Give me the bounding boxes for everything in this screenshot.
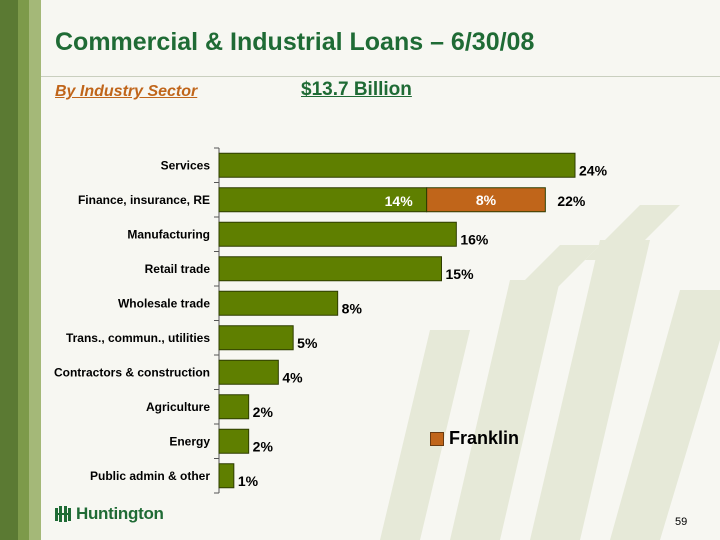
category-label-manufacturing: Manufacturing bbox=[127, 227, 210, 241]
category-label-retail-trade: Retail trade bbox=[145, 262, 211, 276]
huntington-logo-icon bbox=[55, 506, 71, 522]
value-label-public-admin-other: 1% bbox=[238, 473, 259, 489]
bar-energy bbox=[218, 428, 250, 454]
category-label-public-admin-other: Public admin & other bbox=[90, 469, 210, 483]
category-label-finance-insurance-re: Finance, insurance, RE bbox=[78, 193, 210, 207]
bar-public-admin-other bbox=[218, 463, 235, 489]
value-label-finance-insurance-re: 22% bbox=[557, 193, 586, 209]
category-label-services: Services bbox=[161, 158, 211, 172]
segment-label-franklin-finance-insurance-re: 8% bbox=[476, 192, 497, 208]
bar-franklin-finance-insurance-re bbox=[426, 187, 546, 213]
slide-title: Commercial & Industrial Loans – 6/30/08 bbox=[55, 28, 535, 56]
legend-swatch-franklin bbox=[430, 431, 444, 446]
category-label-energy: Energy bbox=[169, 434, 210, 448]
bar-manufacturing bbox=[218, 221, 457, 247]
bar-contractors-construction bbox=[218, 359, 279, 385]
left-stripe-light bbox=[29, 0, 41, 540]
category-label-wholesale-trade: Wholesale trade bbox=[118, 296, 210, 310]
value-label-contractors-construction: 4% bbox=[282, 369, 303, 385]
legend-label-franklin: Franklin bbox=[449, 428, 520, 448]
total-amount: $13.7 Billion bbox=[301, 79, 412, 100]
huntington-logo-text: Huntington bbox=[76, 504, 164, 523]
huntington-logo: Huntington bbox=[54, 504, 164, 524]
value-label-energy: 2% bbox=[253, 438, 274, 454]
bar-wholesale-trade bbox=[218, 290, 339, 316]
value-label-retail-trade: 15% bbox=[446, 266, 475, 282]
bar-services bbox=[218, 152, 576, 178]
value-label-services: 24% bbox=[579, 162, 608, 178]
sector-subtitle: By Industry Sector bbox=[55, 83, 198, 100]
left-stripe-mid bbox=[18, 0, 29, 540]
left-stripe-dark bbox=[0, 0, 18, 540]
category-label-trans-commun-utilities: Trans., commun., utilities bbox=[66, 331, 210, 345]
category-label-contractors-construction: Contractors & construction bbox=[54, 365, 210, 379]
page-number: 59 bbox=[675, 516, 688, 528]
chart-legend: Franklin bbox=[430, 428, 519, 449]
value-label-agriculture: 2% bbox=[253, 404, 274, 420]
value-label-trans-commun-utilities: 5% bbox=[297, 335, 318, 351]
value-label-manufacturing: 16% bbox=[460, 231, 489, 247]
segment-label-finance-insurance-re: 14% bbox=[385, 193, 414, 209]
category-label-agriculture: Agriculture bbox=[146, 400, 210, 414]
bar-retail-trade bbox=[218, 256, 442, 282]
bar-trans-commun-utilities bbox=[218, 325, 294, 351]
value-label-wholesale-trade: 8% bbox=[342, 300, 363, 316]
title-divider bbox=[41, 76, 720, 77]
bar-agriculture bbox=[218, 394, 250, 420]
